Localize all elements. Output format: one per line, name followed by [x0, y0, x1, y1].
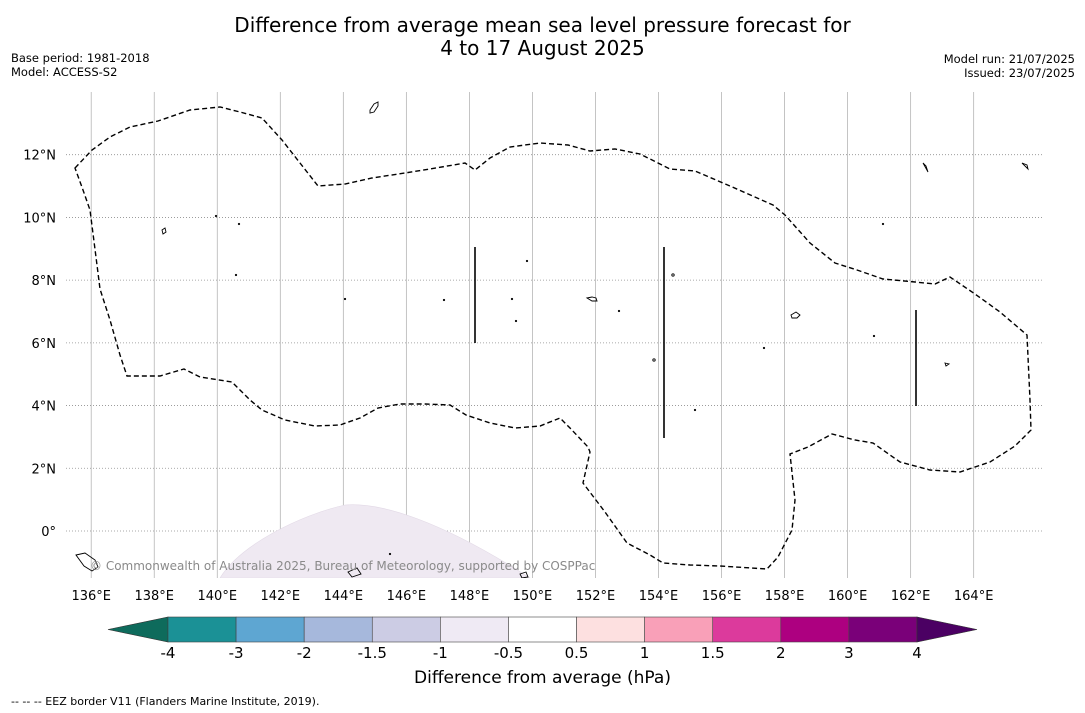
lon-label-7: 150°E — [513, 589, 553, 604]
island-yap — [369, 101, 379, 114]
lat-label-4: 4°N — [32, 400, 57, 415]
colorbar-segment-2 — [303, 616, 373, 643]
colorbar-tick-9: 2 — [776, 644, 786, 662]
model-text: Model: ACCESS-S2 — [11, 65, 118, 79]
gridlines — [66, 92, 1043, 578]
lon-label-8: 152°E — [576, 589, 616, 604]
lon-label-13: 162°E — [891, 589, 931, 604]
colorbar-segment-1 — [235, 616, 305, 643]
colorbar-segment-10 — [848, 616, 918, 643]
model-run-text: Model run: 21/07/2025 — [943, 52, 1075, 66]
colorbar-tick-8: 1.5 — [701, 644, 725, 662]
lon-label-0: 136°E — [71, 589, 111, 604]
island-dot-4 — [525, 259, 529, 263]
island-dot-5 — [671, 273, 675, 277]
island-nw-pacific — [519, 571, 529, 578]
island-pohnpei — [790, 311, 801, 319]
colorbar-under-arrow — [107, 616, 169, 643]
island-chuuk — [585, 296, 598, 302]
island-ulithi — [161, 227, 167, 235]
lon-label-12: 160°E — [828, 589, 868, 604]
colorbar-tick-2: -2 — [297, 644, 312, 662]
colorbar-tick-5: -0.5 — [494, 644, 523, 662]
lon-label-11: 158°E — [765, 589, 805, 604]
longitude-labels: 136°E 138°E 140°E 142°E 144°E 146°E 148°E 150°E… — [71, 589, 993, 604]
island-dot-15 — [693, 408, 697, 412]
island-dot-3 — [234, 273, 238, 277]
lat-label-5: 2°N — [32, 462, 57, 477]
island-dot-11 — [652, 358, 656, 362]
island-dot-10 — [617, 309, 621, 313]
lon-label-1: 138°E — [134, 589, 174, 604]
issued-text: Issued: 23/07/2025 — [964, 66, 1075, 80]
colorbar-tick-7: 1 — [640, 644, 650, 662]
colorbar-tick-11: 4 — [912, 644, 922, 662]
title-line-2: 4 to 17 August 2025 — [440, 36, 645, 60]
colorbar-segment-7 — [644, 616, 714, 643]
copyright-text: © Commonwealth of Australia 2025, Bureau… — [90, 559, 595, 573]
island-dot-13 — [872, 334, 876, 338]
colorbar-tick-4: -1 — [433, 644, 448, 662]
island-dot-7 — [442, 298, 446, 302]
eez-border — [74, 106, 1032, 570]
lon-label-9: 154°E — [639, 589, 679, 604]
islands — [75, 101, 1029, 578]
lon-label-10: 156°E — [702, 589, 742, 604]
island-manus — [347, 567, 362, 578]
island-dot-14 — [881, 222, 885, 226]
lat-label-2: 8°N — [32, 274, 57, 289]
plot-area: © Commonwealth of Australia 2025, Bureau… — [74, 101, 1032, 578]
island-dot-6 — [343, 297, 347, 301]
island-kosrae — [944, 362, 951, 367]
lon-label-14: 164°E — [954, 589, 994, 604]
colorbar-title: Difference from average (hPa) — [414, 668, 671, 688]
colorbar-tick-10: 3 — [844, 644, 854, 662]
lat-label-3: 6°N — [32, 337, 57, 352]
title-line-1: Difference from average mean sea level p… — [234, 13, 851, 37]
latitude-labels: 12°N 10°N 8°N 6°N 4°N 2°N 0° — [23, 149, 56, 540]
colorbar-segment-9 — [780, 616, 850, 643]
island-dot-9 — [514, 319, 518, 323]
island-dot-12 — [762, 346, 766, 350]
colorbar-segment-6 — [576, 616, 645, 643]
colorbar-segment-5 — [508, 616, 577, 643]
lon-label-5: 146°E — [387, 589, 427, 604]
base-period-text: Base period: 1981-2018 — [11, 51, 150, 65]
meta-right: Model run: 21/07/2025 Issued: 23/07/2025 — [944, 52, 1075, 80]
colorbar-over-arrow — [916, 616, 978, 643]
colorbar-segment-4 — [440, 616, 509, 643]
lat-label-6: 0° — [41, 525, 56, 540]
colorbar-tick-labels: -4 -3 -2 -1.5 -1 -0.5 0.5 1 1.5 2 3 4 — [161, 644, 922, 662]
island-dot-16 — [388, 552, 392, 556]
colorbar-tick-1: -3 — [229, 644, 244, 662]
colorbar-segment-0 — [167, 616, 237, 643]
pressure-anomaly-area — [219, 504, 531, 578]
island-marshall-2 — [922, 162, 929, 173]
colorbar-tick-3: -1.5 — [358, 644, 387, 662]
colorbar — [107, 616, 978, 643]
island-marshall-1 — [1021, 162, 1029, 171]
chart-title: Difference from average mean sea level p… — [0, 14, 1085, 60]
lon-label-4: 144°E — [324, 589, 364, 604]
lon-label-2: 140°E — [198, 589, 238, 604]
colorbar-tick-6: 0.5 — [565, 644, 589, 662]
eez-footnote: -- -- -- EEZ border V11 (Flanders Marine… — [11, 695, 320, 708]
island-palau — [75, 552, 99, 572]
island-dot-8 — [510, 297, 514, 301]
lon-label-6: 148°E — [450, 589, 490, 604]
meta-left: Base period: 1981-2018 Model: ACCESS-S2 — [11, 51, 150, 79]
island-dot-1 — [214, 214, 218, 218]
colorbar-segment-8 — [712, 616, 782, 643]
island-dot-2 — [237, 222, 241, 226]
colorbar-tick-0: -4 — [161, 644, 176, 662]
colorbar-segment-3 — [371, 616, 441, 643]
lat-label-1: 10°N — [23, 211, 56, 226]
lat-label-0: 12°N — [23, 149, 56, 164]
lon-label-3: 142°E — [261, 589, 301, 604]
